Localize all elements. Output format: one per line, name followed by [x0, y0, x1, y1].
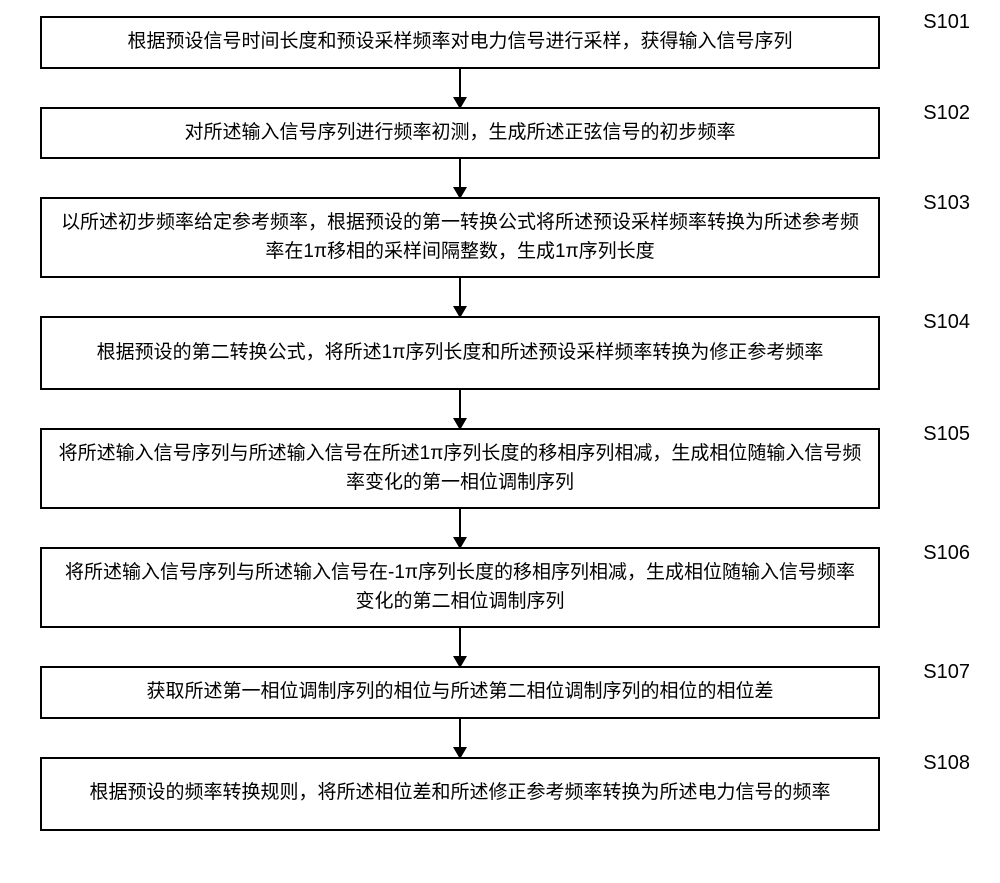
step-text: 根据预设的频率转换规则，将所述相位差和所述修正参考频率转换为所述电力信号的频率: [89, 779, 830, 808]
arrow-container: [40, 390, 880, 428]
step-label: S107: [923, 661, 970, 684]
step-row: 对所述输入信号序列进行频率初测，生成所述正弦信号的初步频率 S102: [30, 107, 970, 160]
arrow-container: [40, 628, 880, 666]
arrow-icon: [459, 278, 461, 316]
step-box-s106: 将所述输入信号序列与所述输入信号在-1π序列长度的移相序列相减，生成相位随输入信…: [40, 547, 880, 628]
arrow-icon: [459, 390, 461, 428]
step-text: 获取所述第一相位调制序列的相位与所述第二相位调制序列的相位的相位差: [146, 678, 773, 707]
arrow-container: [40, 69, 880, 107]
arrow-icon: [459, 159, 461, 197]
step-box-s108: 根据预设的频率转换规则，将所述相位差和所述修正参考频率转换为所述电力信号的频率: [40, 757, 880, 831]
step-text: 以所述初步频率给定参考频率，根据预设的第一转换公式将所述预设采样频率转换为所述参…: [58, 209, 862, 266]
step-text: 根据预设信号时间长度和预设采样频率对电力信号进行采样，获得输入信号序列: [127, 28, 792, 57]
arrow-icon: [459, 509, 461, 547]
step-label: S106: [923, 542, 970, 565]
arrow-icon: [459, 69, 461, 107]
step-row: 根据预设的频率转换规则，将所述相位差和所述修正参考频率转换为所述电力信号的频率 …: [30, 757, 970, 831]
step-box-s107: 获取所述第一相位调制序列的相位与所述第二相位调制序列的相位的相位差: [40, 666, 880, 719]
step-text: 对所述输入信号序列进行频率初测，生成所述正弦信号的初步频率: [184, 119, 735, 148]
arrow-container: [40, 159, 880, 197]
step-row: 将所述输入信号序列与所述输入信号在所述1π序列长度的移相序列相减，生成相位随输入…: [30, 428, 970, 509]
step-row: 将所述输入信号序列与所述输入信号在-1π序列长度的移相序列相减，生成相位随输入信…: [30, 547, 970, 628]
step-box-s103: 以所述初步频率给定参考频率，根据预设的第一转换公式将所述预设采样频率转换为所述参…: [40, 197, 880, 278]
arrow-container: [40, 278, 880, 316]
step-text: 将所述输入信号序列与所述输入信号在-1π序列长度的移相序列相减，生成相位随输入信…: [58, 559, 862, 616]
arrow-container: [40, 719, 880, 757]
step-label: S104: [923, 311, 970, 334]
step-label: S101: [923, 11, 970, 34]
step-label: S103: [923, 192, 970, 215]
flowchart-container: 根据预设信号时间长度和预设采样频率对电力信号进行采样，获得输入信号序列 S101…: [0, 0, 1000, 883]
step-label: S102: [923, 102, 970, 125]
step-text: 将所述输入信号序列与所述输入信号在所述1π序列长度的移相序列相减，生成相位随输入…: [58, 440, 862, 497]
step-box-s102: 对所述输入信号序列进行频率初测，生成所述正弦信号的初步频率: [40, 107, 880, 160]
step-row: 根据预设的第二转换公式，将所述1π序列长度和所述预设采样频率转换为修正参考频率 …: [30, 316, 970, 390]
step-box-s101: 根据预设信号时间长度和预设采样频率对电力信号进行采样，获得输入信号序列: [40, 16, 880, 69]
arrow-icon: [459, 628, 461, 666]
step-row: 根据预设信号时间长度和预设采样频率对电力信号进行采样，获得输入信号序列 S101: [30, 16, 970, 69]
step-box-s105: 将所述输入信号序列与所述输入信号在所述1π序列长度的移相序列相减，生成相位随输入…: [40, 428, 880, 509]
step-text: 根据预设的第二转换公式，将所述1π序列长度和所述预设采样频率转换为修正参考频率: [97, 339, 824, 368]
arrow-icon: [459, 719, 461, 757]
step-box-s104: 根据预设的第二转换公式，将所述1π序列长度和所述预设采样频率转换为修正参考频率: [40, 316, 880, 390]
step-row: 以所述初步频率给定参考频率，根据预设的第一转换公式将所述预设采样频率转换为所述参…: [30, 197, 970, 278]
arrow-container: [40, 509, 880, 547]
step-label: S105: [923, 423, 970, 446]
step-label: S108: [923, 752, 970, 775]
step-row: 获取所述第一相位调制序列的相位与所述第二相位调制序列的相位的相位差 S107: [30, 666, 970, 719]
